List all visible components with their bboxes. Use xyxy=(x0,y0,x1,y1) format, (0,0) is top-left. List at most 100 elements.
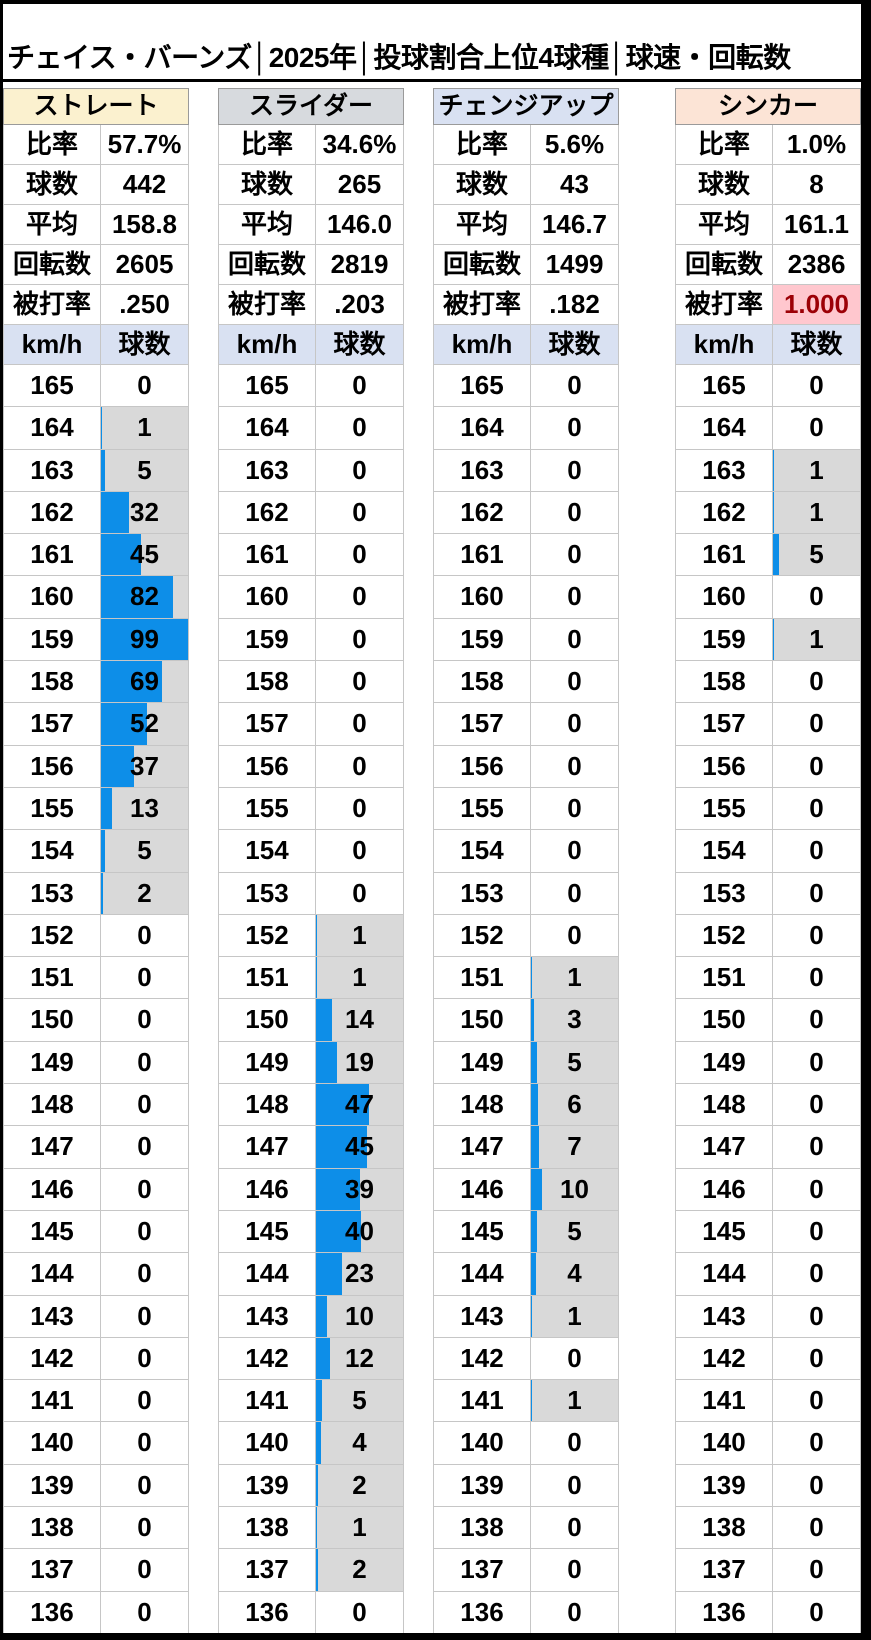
count-cell: 2 xyxy=(316,1464,404,1508)
hist-row: 143 1 xyxy=(434,1295,619,1338)
speed-cell: 152 xyxy=(219,914,316,958)
count-value: 0 xyxy=(809,412,824,443)
count-cell: 0 xyxy=(773,407,861,450)
count-cell: 82 xyxy=(101,576,189,619)
count-cell: 0 xyxy=(773,1422,861,1465)
count-cell: 0 xyxy=(531,618,619,662)
count-value: 0 xyxy=(137,1215,152,1246)
speed-cell: 161 xyxy=(676,534,773,577)
speed-header-cell: km/h xyxy=(219,325,316,365)
speed-cell: 165 xyxy=(434,365,531,408)
count-cell: 0 xyxy=(531,872,619,915)
count-cell: 1 xyxy=(316,957,404,1000)
hist-row: 143 10 xyxy=(219,1295,404,1338)
speed-cell: 157 xyxy=(219,703,316,746)
hist-row: 141 1 xyxy=(434,1380,619,1423)
stat-value: .250 xyxy=(101,285,189,325)
count-cell: 0 xyxy=(316,787,404,831)
stat-label: 回転数 xyxy=(676,245,773,285)
count-cell: 0 xyxy=(316,745,404,788)
count-bar xyxy=(316,1337,330,1380)
hist-row: 138 1 xyxy=(219,1507,404,1550)
stat-label: 比率 xyxy=(219,125,316,165)
count-bar xyxy=(101,407,102,449)
count-value: 0 xyxy=(137,370,152,400)
hist-row: 142 0 xyxy=(4,1337,189,1381)
hist-row: 147 7 xyxy=(434,1126,619,1169)
speed-cell: 142 xyxy=(219,1337,316,1381)
count-value: 5 xyxy=(137,454,152,485)
hist-row: 148 47 xyxy=(219,1084,404,1127)
count-cell: 99 xyxy=(101,618,189,662)
speed-cell: 147 xyxy=(434,1126,531,1169)
count-bar xyxy=(773,618,775,661)
speed-cell: 139 xyxy=(434,1464,531,1508)
hist-row: 162 32 xyxy=(4,491,189,535)
count-value: 0 xyxy=(352,370,367,400)
count-value: 0 xyxy=(352,666,367,697)
count-value: 0 xyxy=(809,750,824,781)
stat-row-ratio: 比率 57.7% xyxy=(4,125,189,165)
count-value: 0 xyxy=(567,454,582,485)
hist-row: 137 0 xyxy=(434,1549,619,1592)
count-value: 0 xyxy=(137,1300,152,1331)
count-cell: 0 xyxy=(773,787,861,831)
count-cell: 0 xyxy=(773,1464,861,1508)
count-bar xyxy=(316,957,318,999)
count-cell: 0 xyxy=(773,914,861,958)
count-value: 69 xyxy=(130,666,159,697)
stat-value: 57.7% xyxy=(101,125,189,165)
speed-cell: 144 xyxy=(676,1253,773,1296)
hist-row: 148 0 xyxy=(4,1084,189,1127)
count-value: 0 xyxy=(567,496,582,527)
count-value: 0 xyxy=(137,1512,152,1543)
count-cell: 69 xyxy=(101,661,189,704)
stat-row-count: 球数 43 xyxy=(434,165,619,205)
count-value: 0 xyxy=(809,708,824,739)
count-cell: 0 xyxy=(101,1337,189,1381)
stat-row-spin: 回転数 2386 xyxy=(676,245,861,285)
count-value: 0 xyxy=(809,1512,824,1543)
count-cell: 0 xyxy=(101,1422,189,1465)
count-value: 5 xyxy=(352,1385,367,1416)
speed-cell: 151 xyxy=(4,957,101,1000)
speed-cell: 140 xyxy=(4,1422,101,1465)
speed-cell: 159 xyxy=(434,618,531,662)
hist-row: 136 0 xyxy=(676,1591,861,1633)
hist-row: 152 0 xyxy=(676,914,861,958)
count-value: 0 xyxy=(567,1512,582,1543)
hist-row: 144 0 xyxy=(4,1253,189,1296)
count-cell: 13 xyxy=(101,787,189,831)
stat-value: 2386 xyxy=(773,245,861,285)
count-value: 1 xyxy=(352,919,367,950)
hist-row: 164 0 xyxy=(434,407,619,450)
count-value: 0 xyxy=(809,1596,824,1627)
count-cell: 0 xyxy=(773,1591,861,1633)
speed-cell: 149 xyxy=(434,1041,531,1085)
speed-cell: 160 xyxy=(676,576,773,619)
hist-row: 155 0 xyxy=(219,787,404,831)
count-value: 52 xyxy=(130,708,159,739)
speed-cell: 165 xyxy=(219,365,316,408)
hist-row: 145 5 xyxy=(434,1210,619,1254)
stat-row-spin: 回転数 2819 xyxy=(219,245,404,285)
hist-row: 154 0 xyxy=(434,830,619,873)
panels: ストレート 比率 57.7% 球数 442 平均 158.8 回転数 2605 被打率 .250 km… xyxy=(3,88,861,1633)
count-cell: 0 xyxy=(773,999,861,1042)
count-bar xyxy=(531,1041,537,1084)
count-cell: 0 xyxy=(316,830,404,873)
hist-row: 140 0 xyxy=(676,1422,861,1465)
count-cell: 7 xyxy=(531,1126,619,1169)
speed-cell: 163 xyxy=(4,449,101,492)
hist-row: 165 0 xyxy=(4,365,189,408)
hist-row: 156 0 xyxy=(434,745,619,788)
count-value: 0 xyxy=(352,792,367,823)
stat-label: 被打率 xyxy=(4,285,101,325)
count-cell: 0 xyxy=(773,576,861,619)
stat-label: 平均 xyxy=(434,205,531,245)
count-cell: 2 xyxy=(101,872,189,915)
speed-cell: 151 xyxy=(434,957,531,1000)
hist-row: 149 19 xyxy=(219,1041,404,1085)
hist-header: km/h 球数 xyxy=(4,325,189,365)
count-value: 0 xyxy=(352,708,367,739)
